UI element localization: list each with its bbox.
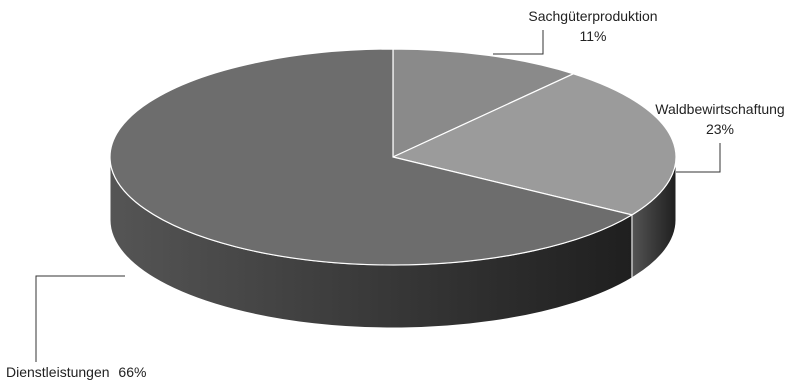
- leader-line-sachgueterproduktion: [493, 30, 544, 55]
- label-name-dienstleistungen: Dienstleistungen: [6, 364, 110, 380]
- label-name-waldbewirtschaftung: Waldbewirtschaftung: [655, 101, 784, 117]
- pie-slices: [109, 48, 677, 266]
- label-name-sachgueterproduktion: Sachgüterproduktion: [528, 8, 657, 24]
- leader-line-waldbewirtschaftung: [676, 143, 721, 173]
- label-value-waldbewirtschaftung: 23%: [706, 121, 734, 137]
- svg-text:Dienstleistungen 66%: Dienstleistungen 66%: [6, 364, 146, 380]
- data-label-sachgueterproduktion: Sachgüterproduktion 11%: [528, 8, 657, 44]
- leader-line-dienstleistungen: [35, 275, 125, 362]
- pie-slice-dienstleistungen: [109, 48, 634, 266]
- leader-lines: [35, 30, 721, 362]
- data-label-waldbewirtschaftung: Waldbewirtschaftung 23%: [655, 101, 784, 137]
- label-value-dienstleistungen: 66%: [118, 364, 146, 380]
- label-value-sachgueterproduktion: 11%: [580, 28, 607, 44]
- data-label-dienstleistungen: Dienstleistungen 66%: [6, 364, 146, 380]
- pie-slice-waldbewirtschaftung: [391, 73, 677, 216]
- pie-slice-sachguterproduktion: [392, 48, 576, 158]
